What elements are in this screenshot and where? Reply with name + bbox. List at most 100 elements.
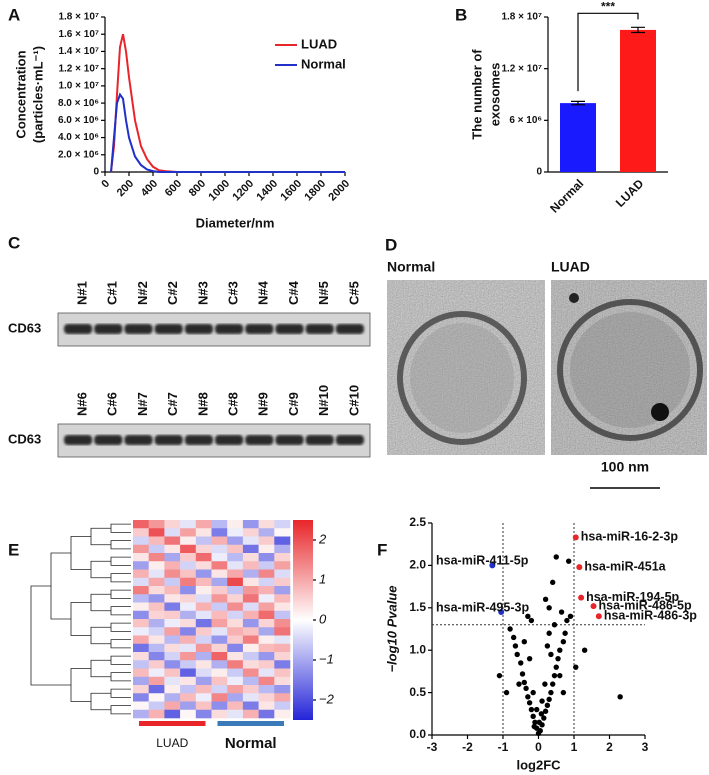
heatmap-cell xyxy=(195,652,212,661)
heatmap-cell xyxy=(258,520,275,529)
x-tick-label: 200 xyxy=(115,178,136,199)
point xyxy=(542,681,548,687)
point xyxy=(521,639,527,645)
dendrogram xyxy=(110,540,131,550)
heatmap-cell xyxy=(164,553,181,562)
heatmap-cell xyxy=(164,610,181,620)
lane-label: C#10 xyxy=(346,385,361,416)
lane-label: N#10 xyxy=(316,385,331,416)
heatmap-cell xyxy=(195,701,212,711)
lane-label: C#5 xyxy=(346,281,361,305)
heatmap-cell xyxy=(211,544,228,554)
lane-label: C#9 xyxy=(286,392,301,416)
heatmap-cell xyxy=(148,676,165,686)
point xyxy=(514,651,520,658)
heatmap-cell xyxy=(195,693,212,702)
lane-label: C#2 xyxy=(165,281,180,305)
heatmap-cell xyxy=(195,569,212,579)
heatmap-cell xyxy=(211,676,228,686)
y-tick-label: 0.0 xyxy=(409,727,426,741)
point-label: hsa-miR-16-2-3p xyxy=(581,530,679,544)
heatmap-cell xyxy=(242,528,259,537)
dendrogram xyxy=(110,688,131,698)
point xyxy=(519,671,526,677)
image-label: LUAD xyxy=(551,259,590,275)
heatmap-cell xyxy=(227,660,244,669)
dendrogram xyxy=(110,606,131,616)
point xyxy=(567,613,574,619)
legend-label: Normal xyxy=(301,56,346,71)
heatmap-cell xyxy=(274,643,291,653)
heatmap-cell xyxy=(227,569,244,579)
heatmap-cell xyxy=(164,569,181,579)
panel-letter: C xyxy=(8,233,20,252)
heatmap-cell xyxy=(148,569,165,579)
heatmap-cell xyxy=(148,602,165,612)
point-label: hsa-miR-194-5p xyxy=(586,590,679,604)
heatmap-cell xyxy=(133,693,149,702)
heatmap-cell xyxy=(164,594,181,603)
dendrogram xyxy=(90,626,111,645)
heatmap-cell xyxy=(180,594,197,603)
heatmap-cell xyxy=(195,553,212,562)
heatmap-cell xyxy=(211,569,228,579)
blot-band xyxy=(184,324,213,334)
blot-band xyxy=(245,324,274,334)
blot-band xyxy=(64,435,93,445)
heatmap-cell xyxy=(227,610,244,620)
heatmap-cell xyxy=(242,610,259,620)
heatmap-cell xyxy=(180,536,197,546)
heatmap-cell xyxy=(148,709,165,719)
heatmap-cell xyxy=(242,594,259,603)
point xyxy=(512,643,519,649)
point xyxy=(557,647,563,653)
point xyxy=(516,681,522,687)
heatmap-cell xyxy=(227,643,244,653)
point-label: hsa-miR-411-5p xyxy=(436,554,529,568)
y-tick-label: 1.8 × 10⁷ xyxy=(501,12,542,23)
point xyxy=(546,696,552,703)
heatmap-cell xyxy=(133,569,149,579)
x-tick-label: 400 xyxy=(139,178,160,199)
heatmap-cell xyxy=(195,544,212,554)
heatmap-cell xyxy=(242,544,259,554)
x-tick-label: LUAD xyxy=(613,176,647,210)
heatmap-cell xyxy=(180,709,197,719)
heatmap-cell xyxy=(227,561,244,570)
micrograph-normal xyxy=(387,280,545,455)
heatmap-cell xyxy=(227,577,244,587)
heatmap-cell xyxy=(195,586,212,595)
highlight-point xyxy=(489,562,496,569)
heatmap-cell xyxy=(148,685,165,694)
blot-band xyxy=(335,324,364,334)
y-axis-title: exosomes xyxy=(487,63,502,127)
heatmap-cell xyxy=(227,528,244,537)
heatmap-cell xyxy=(180,693,197,702)
heatmap-cell xyxy=(164,709,181,719)
point-label: hsa-miR-451a xyxy=(584,559,666,573)
heatmap-cell xyxy=(211,619,228,628)
heatmap-cell xyxy=(148,610,165,620)
heatmap-cell xyxy=(164,520,181,529)
heatmap-cell xyxy=(133,709,149,719)
line-series xyxy=(110,92,345,173)
heatmap-cell xyxy=(195,709,212,719)
heatmap-cell xyxy=(258,528,275,537)
y-tick-label: 2.0 xyxy=(409,558,426,572)
legend-label: LUAD xyxy=(301,36,337,51)
lane-label: N#5 xyxy=(316,281,331,305)
heatmap-cell xyxy=(274,536,291,546)
blot-band xyxy=(305,324,334,334)
heatmap-cell xyxy=(274,569,291,579)
heatmap-cell xyxy=(242,693,259,702)
heatmap-cell xyxy=(274,693,291,702)
heatmap-cell xyxy=(211,528,228,537)
heatmap-cell xyxy=(242,709,259,719)
colorbar-label: 1 xyxy=(319,571,326,586)
heatmap-cell xyxy=(211,643,228,653)
heatmap-cell xyxy=(148,520,165,529)
y-tick-label: 1.2 × 10⁷ xyxy=(501,63,542,74)
x-tick-label: 600 xyxy=(163,178,184,199)
heatmap-cell xyxy=(227,627,244,636)
point xyxy=(528,706,535,713)
